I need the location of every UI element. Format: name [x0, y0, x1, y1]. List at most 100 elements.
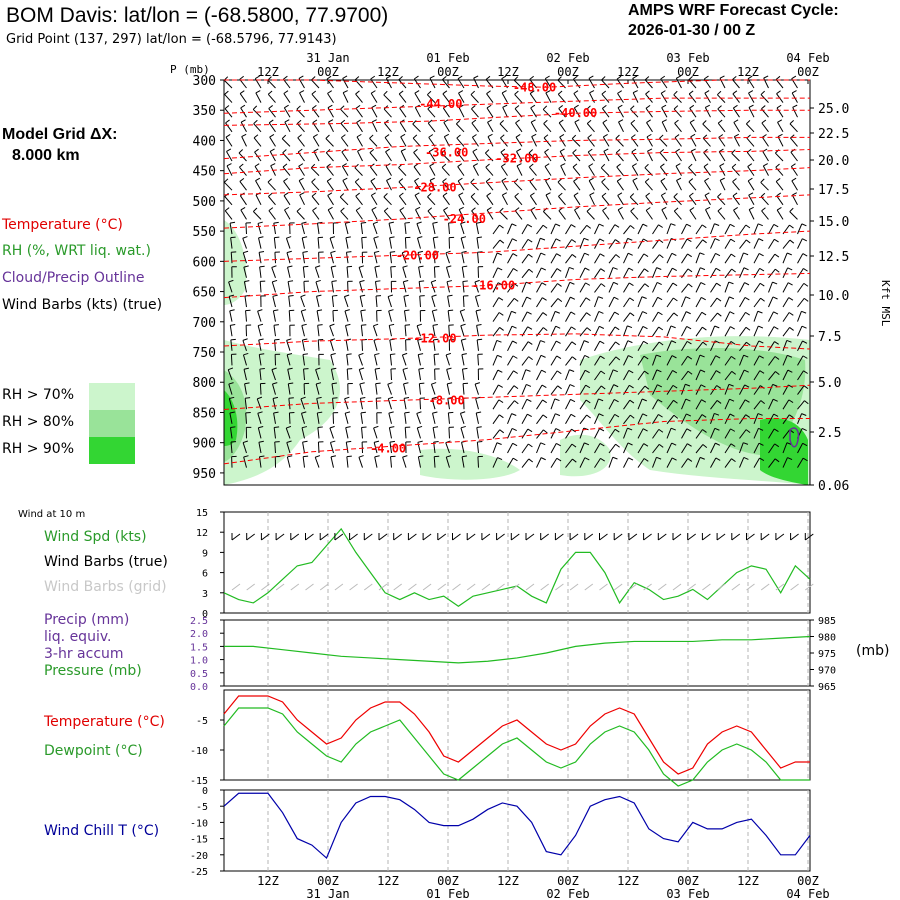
wind-barb-flag: [700, 369, 706, 373]
wind-barb: [329, 325, 334, 337]
wind-barb: [550, 298, 559, 308]
wind-barb: [387, 296, 392, 308]
wind-barb-flag: [356, 133, 362, 138]
wind-barb: [403, 383, 407, 395]
wind-barb-flag: [431, 279, 437, 283]
wind-barb-flag: [413, 148, 418, 153]
wind-barb: [400, 136, 407, 147]
wind-barb-flag: [244, 382, 250, 385]
wind-barb: [565, 311, 572, 322]
wind-barb-flag: [758, 442, 764, 446]
wind-barb-grid: [319, 583, 329, 591]
wind-barb-flag: [643, 253, 649, 257]
wind-barb: [673, 94, 682, 103]
wind-barb-flag: [361, 221, 367, 224]
wind-barb: [536, 252, 542, 264]
wind-barb: [572, 78, 581, 89]
wind-barb: [637, 370, 645, 381]
wind-barb-flag: [402, 367, 408, 370]
top-date-label: 04 Feb: [786, 51, 829, 65]
wind-barb: [797, 253, 804, 264]
wind-barb: [273, 412, 276, 424]
wind-barb: [608, 267, 614, 278]
wind-barb: [792, 107, 798, 118]
wind-barb-flag: [674, 119, 679, 124]
wind-barb-flag: [230, 426, 236, 429]
pressure-tick-label: 500: [193, 195, 216, 210]
wind-barb-flag: [296, 119, 302, 124]
wind-barb: [652, 267, 658, 278]
wind-barb: [258, 354, 262, 366]
wind-barb-flag: [477, 338, 483, 341]
wind-barb-flag: [461, 236, 467, 239]
wind-barb-flag: [544, 163, 550, 167]
wind-barb-flag: [613, 384, 619, 388]
wind-barb-flag: [745, 224, 751, 229]
wind-barb-flag: [673, 193, 678, 198]
wind-barb-flag: [542, 105, 548, 110]
wind-barb: [500, 137, 508, 147]
wind-barb-flag: [732, 178, 737, 183]
wind-barb-flag: [243, 455, 249, 458]
wind-barb-flag: [777, 133, 783, 138]
wind-barb-flag: [644, 268, 649, 273]
wind-barb: [594, 253, 601, 264]
wind-barb-flag: [460, 309, 466, 312]
wind-barb-flag: [374, 455, 380, 458]
wind-barb-flag: [258, 338, 264, 341]
wind-barb: [705, 209, 711, 220]
wind-barb: [652, 326, 660, 337]
wind-barb-flag: [498, 399, 504, 403]
bottom-time-tick: 12Z: [617, 874, 639, 888]
wind-barb-flag: [689, 104, 695, 109]
wind-barb: [695, 312, 703, 322]
wind-barb: [255, 194, 262, 206]
wind-barb-flag: [557, 90, 563, 95]
wind-barb: [342, 78, 349, 89]
wind-barb-true: [790, 533, 799, 541]
wind-barb-flag: [527, 238, 533, 243]
wind-barb: [430, 384, 436, 395]
wind-barb: [459, 413, 465, 424]
wind-barb: [245, 310, 247, 322]
wind-barb: [433, 456, 436, 468]
model-grid-value: 8.000 km: [12, 147, 80, 164]
wind-barb: [565, 296, 571, 308]
wind-barb-flag: [614, 326, 620, 331]
wind-barb-flag: [743, 369, 749, 373]
wind-barb: [579, 267, 586, 279]
wind-barb: [456, 152, 465, 162]
height-tick-label: 17.5: [818, 183, 849, 198]
wind-barb: [259, 266, 262, 278]
wind-barb-flag: [584, 354, 590, 358]
wind-barb: [601, 79, 610, 89]
wind-barb-flag: [571, 326, 576, 330]
wind-barb-flag: [458, 192, 464, 196]
wind-barb-flag: [599, 253, 605, 257]
wind-barb: [666, 370, 673, 381]
wind-barb-flag: [556, 253, 562, 257]
wind-barb-flag: [701, 399, 707, 403]
rh-shading-2: [560, 434, 611, 477]
wind-barb-flag: [542, 224, 548, 229]
wind-barb-flag: [632, 75, 638, 79]
wind-barb: [442, 195, 450, 206]
wind-barb-flag: [470, 90, 475, 95]
wind-barb-flag: [387, 382, 393, 385]
wind-barb-flag: [733, 207, 738, 211]
wind-barb-flag: [802, 457, 808, 462]
wind-barb-flag: [728, 281, 734, 285]
wind-barb: [388, 413, 392, 424]
temperature-contour: [223, 109, 810, 126]
wind-barb: [416, 223, 421, 235]
wind-barb: [704, 180, 711, 191]
wind-barb: [681, 384, 686, 395]
wind-barb-flag: [776, 206, 782, 211]
wind-barb-flag: [268, 105, 273, 109]
wind-barb-flag: [690, 148, 696, 152]
top-time-tick: 12Z: [377, 65, 399, 79]
wind-barb-flag: [458, 90, 464, 94]
wind-barb-flag: [297, 148, 303, 153]
wind-barb-flag: [715, 267, 721, 272]
wind-barb-flag: [513, 370, 518, 374]
